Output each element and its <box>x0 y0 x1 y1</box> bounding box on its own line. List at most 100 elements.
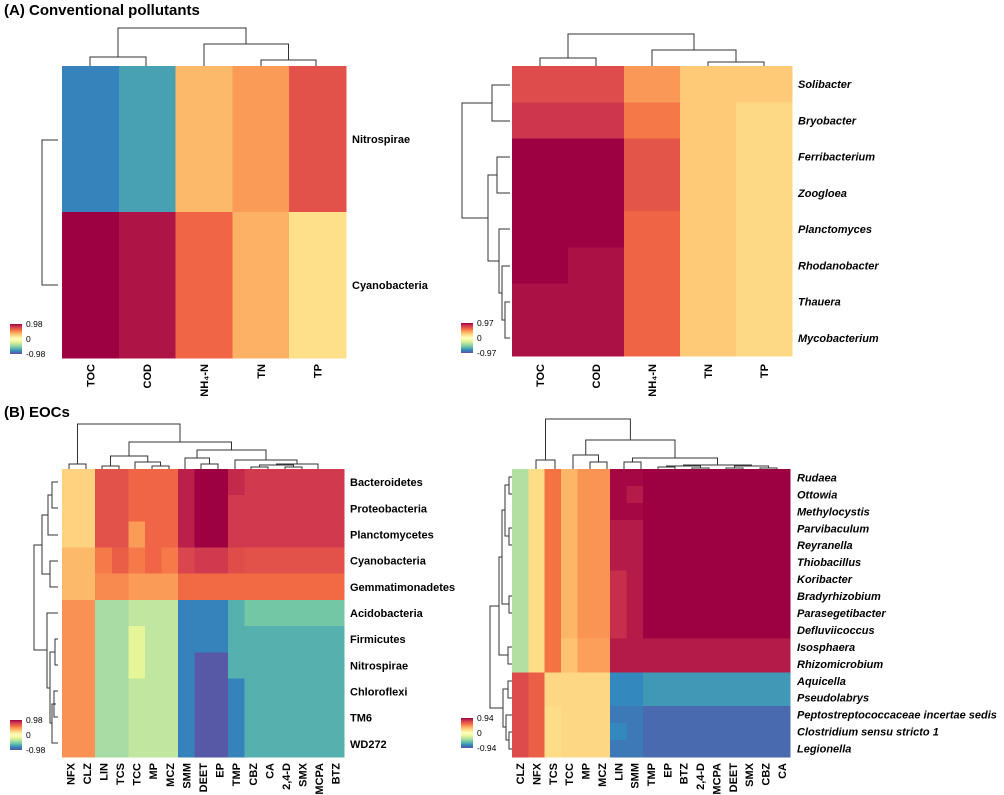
cell-rhizomicrobium-mcpa <box>708 655 726 673</box>
cell-methylocystis-mcz <box>593 502 611 521</box>
cell-thiobacillus-2-4-d <box>691 553 709 572</box>
cell-bradyrhizobium-2-4-d <box>691 587 709 606</box>
cell-koribacter-smm <box>626 570 644 589</box>
cell-rudaea-mp <box>577 469 595 487</box>
cell-planctomycetes-smx <box>294 521 312 549</box>
cell-firmicutes-2-4-d <box>277 626 295 653</box>
cell-defluviicoccus-tcc <box>561 621 579 640</box>
cell-reyranella-mcpa <box>708 536 726 555</box>
cell-parvibaculum-clz <box>512 519 529 538</box>
cell-defluviicoccus-cbz <box>757 621 775 640</box>
cell-proteobacteria-ep <box>211 495 229 522</box>
cell-aquicella-ep <box>659 672 677 690</box>
cell-cyanobacteria-cbz <box>244 547 262 575</box>
row-label-planctomyces: Planctomyces <box>798 224 872 236</box>
col-label-clz: CLZ <box>515 763 527 785</box>
cell-koribacter-mp <box>577 570 595 589</box>
legend-a1-min: -0.98 <box>26 349 46 359</box>
cell-wd272-smx <box>294 730 312 758</box>
cell-tm6-mp <box>144 704 163 732</box>
cell-cyanobacteria-deet <box>194 547 212 575</box>
row-label-nitrospirae: Nitrospirae <box>352 134 410 146</box>
cell-nitrospirae-deet <box>194 652 212 680</box>
col-label-btz: BTZ <box>679 763 691 785</box>
row-label-methylocystis: Methylocystis <box>797 506 870 518</box>
cell-pseudolabrys-smm <box>626 689 644 707</box>
cell-aquicella-mp <box>577 672 595 690</box>
cell-bacteroidetes-2-4-d <box>277 469 295 496</box>
cell-wd272-mcpa <box>310 730 329 758</box>
cell-aquicella-lin <box>610 672 628 690</box>
cell-reyranella-btz <box>675 536 693 555</box>
cell-proteobacteria-mp <box>144 495 163 522</box>
cell-pseudolabrys-2-4-d <box>691 689 709 707</box>
cell-mycobacterium-cod <box>568 319 625 357</box>
cell-thiobacillus-cbz <box>757 553 775 572</box>
cell-aquicella-smm <box>626 672 644 690</box>
cell-reyranella-clz <box>512 536 529 555</box>
cell-tm6-tcc <box>128 704 146 732</box>
cell-aquicella-cbz <box>757 672 775 690</box>
cell-chloroflexi-tcc <box>128 678 146 706</box>
cell-gemmatimonadetes-tcs <box>111 573 129 601</box>
heatmap-a-genera: Solibacter Bryobacter Ferribacterium Zooglo… <box>512 66 879 397</box>
cell-bradyrhizobium-ep <box>659 587 677 606</box>
cell-planctomycetes-tcc <box>128 521 146 549</box>
cell-defluviicoccus-2-4-d <box>691 621 709 640</box>
col-label-mcz: MCZ <box>597 763 609 787</box>
col-label-toc: TOC <box>85 364 97 387</box>
cell-peptostreptococcaceae-incertae-sedis-tmp <box>642 706 660 724</box>
cell-ottowia-tmp <box>642 485 660 504</box>
legend-b2-colorbar <box>461 718 473 748</box>
cell-pseudolabrys-mp <box>577 689 595 707</box>
cell-wd272-lin <box>95 730 113 758</box>
cell-gemmatimonadetes-ep <box>211 573 229 601</box>
cell-bradyrhizobium-tcs <box>544 587 562 606</box>
row-label-thauera: Thauera <box>798 297 841 309</box>
cell-gemmatimonadetes-mp <box>144 573 163 601</box>
cell-ferribacterium-tn <box>680 138 737 176</box>
cell-methylocystis-deet <box>724 502 742 521</box>
cell-parvibaculum-2-4-d <box>691 519 709 538</box>
cell-isosphaera-mp <box>577 638 595 656</box>
row-label-isosphaera: Isosphaera <box>797 642 855 654</box>
cell-cyanobacteria-btz <box>327 547 345 575</box>
cell-proteobacteria-2-4-d <box>277 495 295 522</box>
panel-a2-dendrograms <box>461 33 765 339</box>
col-label-mp: MP <box>581 763 593 780</box>
cell-solibacter-toc <box>512 66 569 103</box>
cell-rudaea-mcpa <box>708 469 726 487</box>
cell-firmicutes-tmp <box>227 626 246 653</box>
cell-acidobacteria-btz <box>327 599 345 627</box>
cell-clostridium-sensu-stricto-1-smm <box>626 723 644 741</box>
cell-parasegetibacter-mp <box>577 604 595 623</box>
cell-bacteroidetes-nfx <box>62 469 80 496</box>
cell-gemmatimonadetes-2-4-d <box>277 573 295 601</box>
cell-thiobacillus-tcc <box>561 553 579 572</box>
cell-peptostreptococcaceae-incertae-sedis-nfx <box>528 706 546 724</box>
cell-clostridium-sensu-stricto-1-lin <box>610 723 628 741</box>
cell-parasegetibacter-mcz <box>593 604 611 623</box>
cell-reyranella-tcs <box>544 536 562 555</box>
cell-tm6-mcpa <box>310 704 329 732</box>
cell-defluviicoccus-ep <box>659 621 677 640</box>
cell-koribacter-mcz <box>593 570 611 589</box>
cell-methylocystis-smm <box>626 502 644 521</box>
cell-acidobacteria-smm <box>178 599 196 627</box>
cell-peptostreptococcaceae-incertae-sedis-ep <box>659 706 677 724</box>
cell-tm6-btz <box>327 704 345 732</box>
row-label-bacteroidetes: Bacteroidetes <box>350 477 423 489</box>
legend-b1-colorbar <box>10 720 22 750</box>
cell-ferribacterium-cod <box>568 138 625 176</box>
row-label-chloroflexi: Chloroflexi <box>350 687 407 699</box>
cell-gemmatimonadetes-mcz <box>161 573 179 601</box>
cell-defluviicoccus-mp <box>577 621 595 640</box>
row-label-parvibaculum: Parvibaculum <box>797 523 869 535</box>
cell-defluviicoccus-smm <box>626 621 644 640</box>
cell-defluviicoccus-tmp <box>642 621 660 640</box>
cell-chloroflexi-mcz <box>161 678 179 706</box>
cell-zoogloea-tp <box>736 174 793 212</box>
cell-acidobacteria-2-4-d <box>277 599 295 627</box>
cell-rudaea-cbz <box>757 469 775 487</box>
cell-bacteroidetes-mcpa <box>310 469 329 496</box>
